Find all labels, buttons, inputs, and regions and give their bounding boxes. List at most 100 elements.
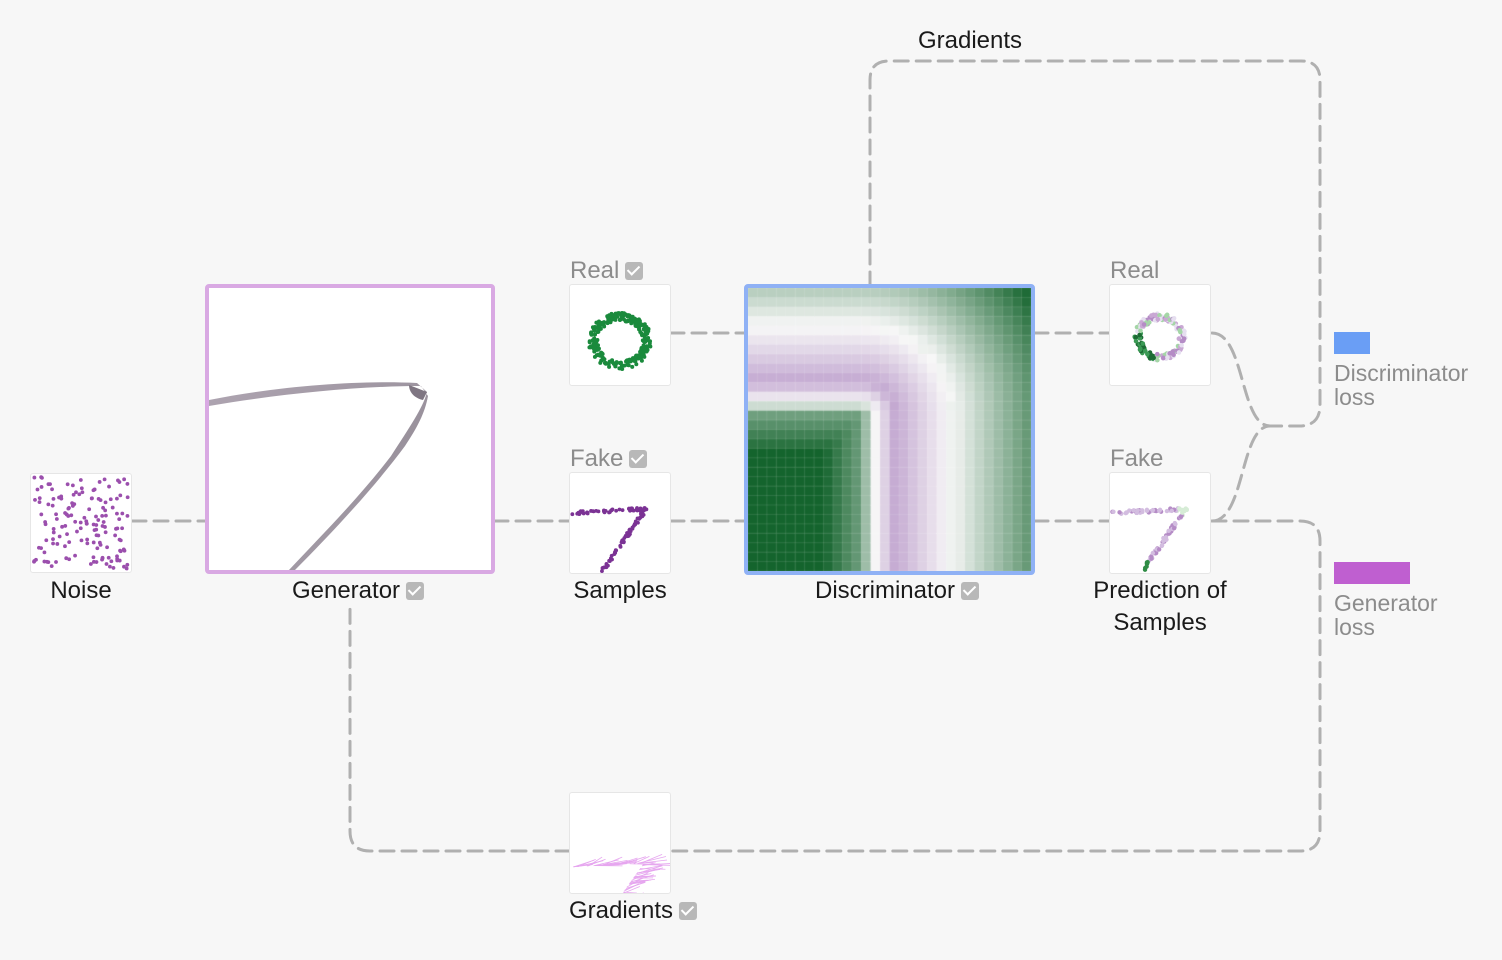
noise-point [32, 475, 37, 480]
noise-point [59, 496, 64, 501]
noise-point [73, 553, 77, 558]
gradient-vector [577, 860, 604, 867]
generator-panel[interactable] [205, 284, 495, 574]
noise-point [78, 478, 83, 482]
noise-point [94, 527, 99, 532]
noise-point [100, 513, 105, 518]
noise-point [111, 566, 116, 570]
noise-point [75, 529, 79, 534]
noise-point [77, 492, 82, 497]
prediction-fake-point [1166, 528, 1171, 534]
noise-point [125, 513, 130, 518]
noise-point [73, 519, 78, 524]
fake-sample-point [570, 512, 575, 517]
discriminator-panel[interactable] [744, 284, 1035, 575]
noise-point [64, 556, 69, 561]
generator-loss-label-line2: loss [1334, 614, 1375, 640]
noise-point [60, 524, 64, 529]
noise-point [50, 503, 55, 508]
real-sample-point [590, 338, 595, 343]
prediction-fake-point [1139, 508, 1145, 513]
noise-point [49, 564, 54, 569]
real-sample-point [607, 364, 612, 369]
prediction-fake-point [1171, 526, 1177, 531]
generator-loss-bar [1334, 562, 1410, 584]
noise-panel[interactable] [30, 473, 132, 573]
gradient-vector [633, 873, 652, 878]
real-sample-point [629, 321, 634, 326]
real-samples-panel[interactable] [569, 284, 671, 386]
noise-point [115, 558, 120, 563]
noise-point [33, 497, 37, 502]
gradients-checkbox-icon[interactable] [679, 902, 698, 920]
fake-samples-panel[interactable] [569, 472, 671, 574]
prediction-real-point [1133, 338, 1139, 344]
fake-sample-point [631, 508, 636, 513]
fake-sample-point [607, 558, 612, 563]
fake-sample-point [620, 508, 625, 513]
noise-point [63, 524, 68, 528]
prediction-fake-panel[interactable] [1109, 472, 1211, 574]
fake-sample-point [585, 510, 590, 515]
noise-point [95, 546, 100, 551]
real-sample-point [597, 321, 602, 326]
noise-point [54, 517, 59, 521]
noise-point [67, 540, 72, 545]
noise-point [104, 562, 109, 566]
noise-point [122, 477, 127, 482]
prediction-fake-scatter [1110, 506, 1189, 572]
prediction-real-point [1179, 342, 1184, 348]
gradient-vector [633, 875, 656, 879]
prediction-real-point [1138, 328, 1143, 334]
samples-real-checkbox-icon[interactable] [625, 262, 644, 280]
gradient-vector [593, 859, 619, 867]
noise-point [103, 530, 108, 535]
noise-point [113, 533, 118, 538]
noise-point [65, 532, 69, 537]
real-sample-point [594, 347, 599, 352]
noise-point [125, 562, 130, 567]
real-sample-point [595, 329, 600, 334]
fake-sample-point [622, 536, 627, 540]
generator-label: Generator [292, 577, 425, 605]
prediction-label-line2: Samples [1113, 609, 1207, 636]
discriminator-checkbox-icon[interactable] [961, 582, 980, 600]
prediction-fake-point [1131, 508, 1136, 513]
generator-gradients-field [573, 853, 670, 893]
fake-sample-point [606, 563, 610, 568]
prediction-fake-point [1156, 547, 1162, 552]
prediction-real-panel[interactable] [1109, 284, 1211, 386]
prediction-real-point [1165, 355, 1170, 360]
real-sample-point [592, 332, 597, 337]
generator-gradients-panel[interactable] [569, 792, 671, 894]
fake-sample-point [617, 507, 622, 512]
noise-point [118, 548, 122, 553]
fake-sample-point [625, 534, 629, 539]
noise-point [103, 525, 107, 529]
samples-label: Samples [573, 577, 667, 604]
prediction-fake-point [1150, 507, 1156, 513]
noise-point [108, 564, 112, 569]
noise-point [54, 560, 58, 564]
fake-sample-point [637, 516, 641, 521]
samples-fake-checkbox-icon[interactable] [629, 450, 648, 468]
real-sample-point [618, 360, 623, 365]
real-sample-point [589, 330, 594, 335]
noise-point [35, 487, 40, 492]
noise-point [51, 530, 56, 535]
fake-sample-point [602, 565, 607, 570]
real-sample-point [639, 331, 644, 336]
discriminator-label-text: Discriminator [814, 577, 956, 604]
noise-point [46, 560, 51, 565]
noise-point [101, 505, 105, 510]
generator-manifold [209, 382, 428, 570]
generator-checkbox-icon[interactable] [406, 582, 425, 600]
noise-point [103, 508, 108, 513]
real-sample-point [606, 316, 611, 321]
wire-generator-loss-gradients [670, 519, 1322, 853]
noise-scatter [32, 475, 130, 571]
noise-point [120, 526, 125, 531]
discriminator-label: Discriminator [814, 577, 980, 605]
noise-point [34, 557, 38, 562]
